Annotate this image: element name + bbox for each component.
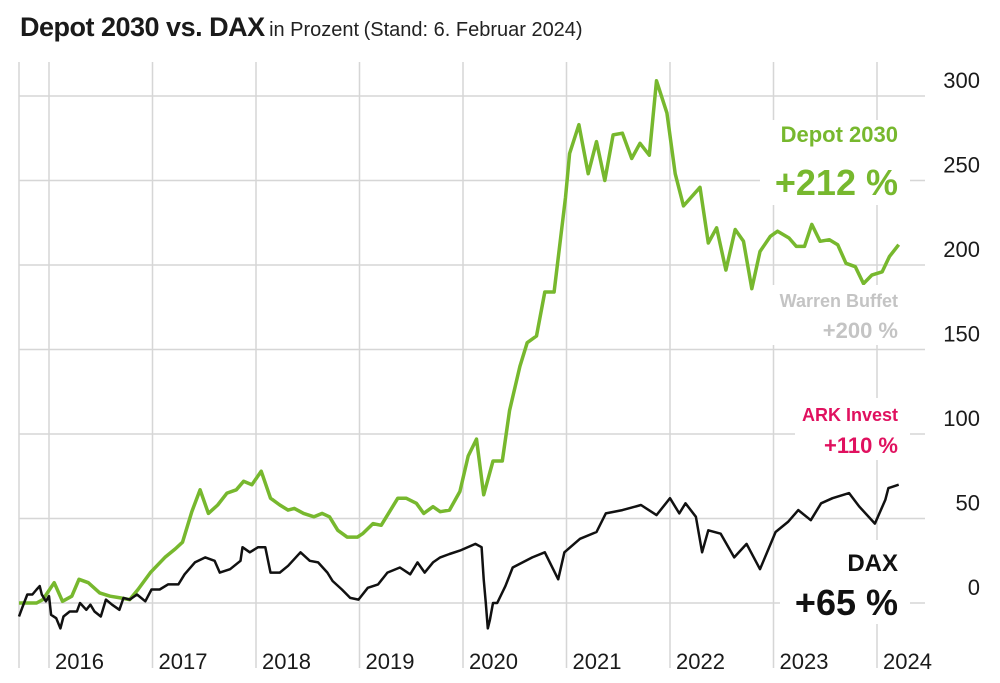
x-tick-label: 2018 (262, 649, 311, 674)
series-lines (17, 79, 901, 630)
title-unit: in Prozent (269, 19, 360, 41)
y-tick-label: 250 (943, 153, 980, 178)
x-tick-label: 2022 (676, 649, 725, 674)
grid (18, 62, 925, 668)
x-tick-label: 2017 (159, 649, 208, 674)
x-tick-label: 2016 (55, 649, 104, 674)
annotations: Depot 2030 +212 % Warren Buffet +200 % ARK I… (760, 120, 910, 624)
title-date: (Stand: 6. Februar 2024) (363, 19, 583, 41)
y-tick-label: 150 (943, 322, 980, 347)
y-tick-label: 300 (943, 68, 980, 93)
annotation-value: +65 % (795, 582, 898, 623)
chart-title: Depot 2030 vs. DAX in Prozent (Stand: 6.… (20, 12, 583, 43)
annotation-background (795, 398, 910, 460)
series-line-depot-2030 (19, 79, 901, 605)
title-main: Depot 2030 vs. DAX (20, 12, 265, 42)
y-tick-label: 100 (943, 406, 980, 431)
series-line-dax (17, 483, 900, 630)
annotation-background (780, 540, 910, 624)
annotation-name: Depot 2030 (781, 122, 898, 147)
annotation-name: DAX (847, 550, 898, 577)
y-tick-label: 50 (956, 491, 980, 516)
x-tick-label: 2019 (366, 649, 415, 674)
x-tick-label: 2021 (573, 649, 622, 674)
annotation-background (760, 120, 910, 205)
annotation-value: +110 % (824, 433, 898, 458)
annotation-name: ARK Invest (802, 405, 898, 425)
x-tick-label: 2024 (883, 649, 932, 674)
annotation-name: Warren Buffet (780, 291, 898, 311)
axis-ticks: 2016 2017 2018 2019 2020 2021 2022 2023 2024 0 50 1… (55, 68, 980, 674)
annotation-value: +200 % (823, 318, 898, 343)
y-tick-label: 0 (968, 575, 980, 600)
y-tick-label: 200 (943, 237, 980, 262)
annotation-background (770, 285, 910, 345)
annotation-value: +212 % (775, 162, 898, 203)
x-tick-label: 2020 (469, 649, 518, 674)
x-tick-label: 2023 (780, 649, 829, 674)
